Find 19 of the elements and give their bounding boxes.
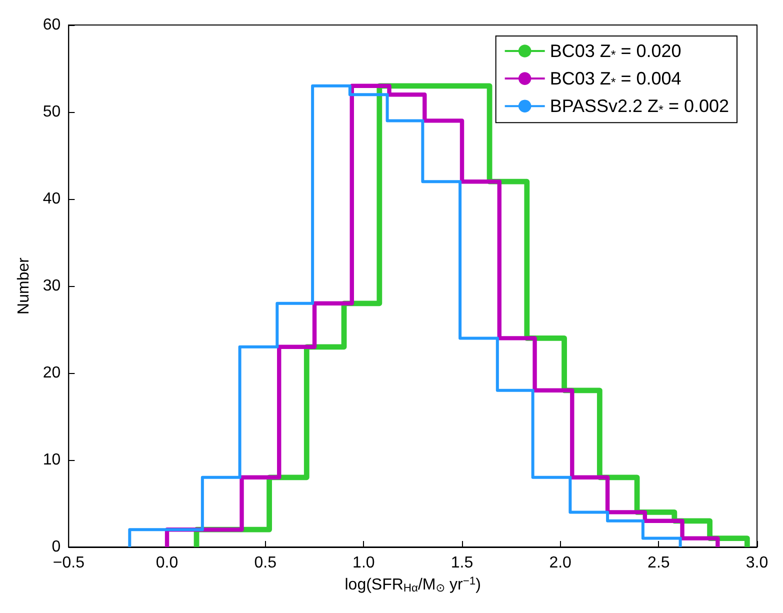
y-tick-label: 60 [42,16,61,34]
y-tick-label: 50 [42,104,61,120]
legend-label: BC03 Z* = 0.020 [550,41,682,62]
x-tick-label: 0.0 [156,554,178,572]
y-tick-label: 0 [52,538,61,556]
y-tick-label: 40 [42,190,61,208]
x-tick-label: 1.0 [352,554,375,572]
x-tick-label: 2.5 [648,554,670,572]
y-tick-label: 20 [42,364,61,382]
y-tick-label: 30 [42,278,61,294]
x-tick-label: −0.5 [52,554,85,572]
x-tick-label: 1.5 [450,554,474,572]
x-tick-label: 2.0 [549,554,572,572]
legend-label: BC03 Z* = 0.004 [550,68,682,90]
y-tick-label: 10 [42,452,61,468]
y-axis-title: Number [16,256,32,314]
x-tick-label: 3.0 [746,554,768,572]
x-tick-label: 0.5 [254,554,277,572]
legend-label: BPASSv2.2 Z* = 0.002 [550,96,730,118]
